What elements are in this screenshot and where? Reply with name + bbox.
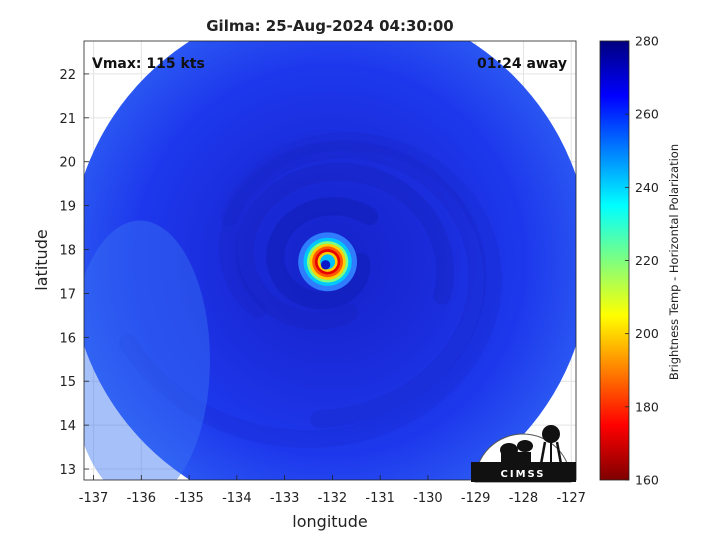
colorbar-tick-label: 260 bbox=[635, 107, 659, 122]
colorbar-tick-label: 280 bbox=[635, 34, 659, 49]
rain-band bbox=[119, 132, 503, 449]
colorbar-tick-label: 160 bbox=[635, 473, 659, 488]
x-tick-label: -130 bbox=[413, 491, 443, 506]
x-tick-label: -128 bbox=[509, 491, 539, 506]
y-tick-label: 19 bbox=[59, 200, 76, 215]
chart-title: Gilma: 25-Aug-2024 04:30:00 bbox=[206, 17, 454, 35]
x-tick-label: -127 bbox=[556, 491, 586, 506]
x-tick-label: -133 bbox=[270, 491, 300, 506]
y-ticks: 13 14 15 16 17 18 19 20 21 22 bbox=[59, 68, 89, 478]
y-tick-label: 22 bbox=[59, 68, 76, 83]
colorbar: 160 180 200 220 240 260 280 Brightness Temp - … bbox=[599, 34, 681, 488]
logo-text: CIMSS bbox=[501, 469, 546, 480]
y-tick-label: 14 bbox=[59, 419, 76, 434]
colorbar-scale bbox=[599, 40, 630, 481]
rain-bands bbox=[84, 132, 503, 480]
y-tick-label: 18 bbox=[59, 244, 76, 259]
x-tick-label: -129 bbox=[461, 491, 491, 506]
colorbar-tick-label: 180 bbox=[635, 399, 659, 414]
warm-edge bbox=[84, 220, 210, 480]
x-tick-label: -135 bbox=[174, 491, 204, 506]
x-ticks: -137 -136 -135 -134 -133 -132 -131 -130 -129 -128… bbox=[79, 475, 586, 506]
y-tick-label: 15 bbox=[59, 375, 76, 390]
y-tick-label: 20 bbox=[59, 156, 76, 171]
rain-band bbox=[266, 197, 379, 310]
x-axis-label: longitude bbox=[292, 512, 367, 531]
y-axis-label: latitude bbox=[32, 229, 51, 290]
y-tick-label: 13 bbox=[59, 463, 76, 478]
y-tick-label: 16 bbox=[59, 331, 76, 346]
plot-frame bbox=[83, 40, 577, 481]
colorbar-tick-label: 220 bbox=[635, 253, 659, 268]
y-tick-label: 17 bbox=[59, 287, 76, 302]
x-tick-label: -132 bbox=[318, 491, 348, 506]
x-tick-label: -136 bbox=[127, 491, 157, 506]
x-tick-label: -131 bbox=[365, 491, 395, 506]
rain-band bbox=[235, 162, 454, 330]
vmax-label: Vmax: 115 kts bbox=[92, 56, 205, 72]
storm-core bbox=[298, 232, 358, 292]
rain-band bbox=[218, 140, 487, 429]
colorbar-tick-label: 200 bbox=[635, 326, 659, 341]
swath-clip bbox=[84, 41, 576, 480]
colorbar-tick-label: 240 bbox=[635, 180, 659, 195]
time-offset-label: 01:24 away bbox=[477, 56, 567, 72]
eye bbox=[320, 260, 331, 270]
x-tick-label: -134 bbox=[222, 491, 252, 506]
colorbar-label: Brightness Temp - Horizontal Polarizatio… bbox=[667, 144, 681, 380]
x-tick-label: -137 bbox=[79, 491, 109, 506]
plot-area: -137 -136 -135 -134 -133 -132 -131 -130 -129 -128… bbox=[59, 40, 586, 506]
y-tick-label: 21 bbox=[59, 112, 76, 127]
cimss-logo: CIMSS bbox=[471, 425, 576, 483]
colorbar-ticks: 160 180 200 220 240 260 280 bbox=[625, 34, 659, 488]
